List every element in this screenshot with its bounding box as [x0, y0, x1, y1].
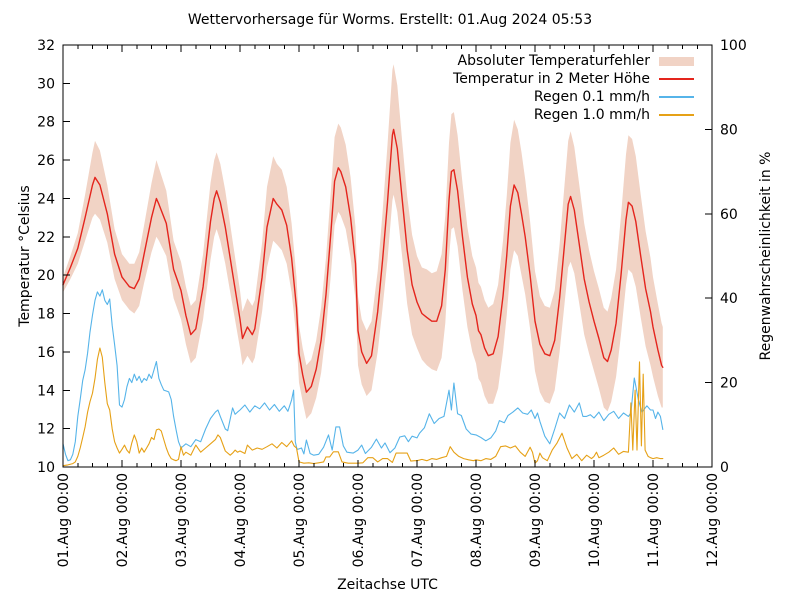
- y-right-tick-label: 60: [720, 207, 738, 223]
- x-tick-label: 10.Aug 00:00: [587, 473, 603, 567]
- y-right-tick-label: 20: [720, 376, 738, 392]
- legend-item-error-band: Absoluter Temperaturfehler: [453, 52, 694, 70]
- temperature-line-swatch: [659, 78, 694, 80]
- y-left-tick-label: 20: [37, 268, 55, 284]
- x-tick-label: 07.Aug 00:00: [410, 473, 426, 567]
- legend-label: Temperatur in 2 Meter Höhe: [453, 71, 650, 87]
- error-band-swatch: [659, 56, 694, 66]
- x-tick-label: 01.Aug 00:00: [56, 473, 72, 567]
- y-left-tick-label: 10: [37, 460, 55, 476]
- rain-01-line-swatch: [659, 96, 694, 98]
- x-tick-label: 09.Aug 00:00: [528, 473, 544, 567]
- rain-10-line: [62, 347, 664, 467]
- x-tick-label: 12.Aug 00:00: [705, 473, 721, 567]
- legend-label: Regen 0.1 mm/h: [533, 89, 650, 105]
- x-tick-label: 06.Aug 00:00: [351, 473, 367, 567]
- x-axis-label: Zeitachse UTC: [337, 577, 438, 593]
- y-left-tick-label: 14: [37, 383, 55, 399]
- x-tick-label: 08.Aug 00:00: [469, 473, 485, 567]
- temperature-error-band: [63, 64, 663, 419]
- y-left-tick-label: 18: [37, 307, 55, 323]
- y-axis-label-temperature: Temperatur °Celsius: [17, 185, 33, 327]
- y-left-tick-label: 16: [37, 345, 55, 361]
- x-tick-label: 04.Aug 00:00: [233, 473, 249, 567]
- y-right-tick-label: 40: [720, 291, 738, 307]
- y-left-tick-label: 26: [37, 153, 55, 169]
- y-left-tick-label: 30: [37, 76, 55, 92]
- y-axis-label-rain-probability: Regenwahrscheinlichkeit in %: [758, 151, 774, 361]
- y-left-tick-label: 32: [37, 38, 55, 54]
- legend-item-temperature: Temperatur in 2 Meter Höhe: [453, 70, 694, 88]
- rain-10-line-swatch: [659, 114, 694, 116]
- x-tick-label: 02.Aug 00:00: [115, 473, 131, 567]
- y-left-tick-label: 12: [37, 422, 55, 438]
- y-left-tick-label: 22: [37, 230, 55, 246]
- y-left-tick-label: 28: [37, 115, 55, 131]
- chart-title: Wettervorhersage für Worms. Erstellt: 01…: [187, 12, 593, 28]
- legend-label: Absoluter Temperaturfehler: [457, 53, 650, 69]
- legend-label: Regen 1.0 mm/h: [533, 107, 650, 123]
- y-right-tick-label: 80: [720, 122, 738, 138]
- y-right-tick-label: 100: [720, 38, 747, 54]
- legend-item-rain-01: Regen 0.1 mm/h: [453, 88, 694, 106]
- legend-item-rain-10: Regen 1.0 mm/h: [453, 106, 694, 124]
- x-tick-label: 03.Aug 00:00: [174, 473, 190, 567]
- y-left-tick-label: 24: [37, 191, 55, 207]
- x-tick-label: 05.Aug 00:00: [292, 473, 308, 567]
- rain-01-line: [62, 289, 664, 462]
- y-right-tick-label: 0: [720, 460, 729, 476]
- chart-legend: Absoluter Temperaturfehler Temperatur in…: [453, 52, 694, 124]
- x-tick-label: 11.Aug 00:00: [646, 473, 662, 567]
- temperature-line: [62, 128, 664, 393]
